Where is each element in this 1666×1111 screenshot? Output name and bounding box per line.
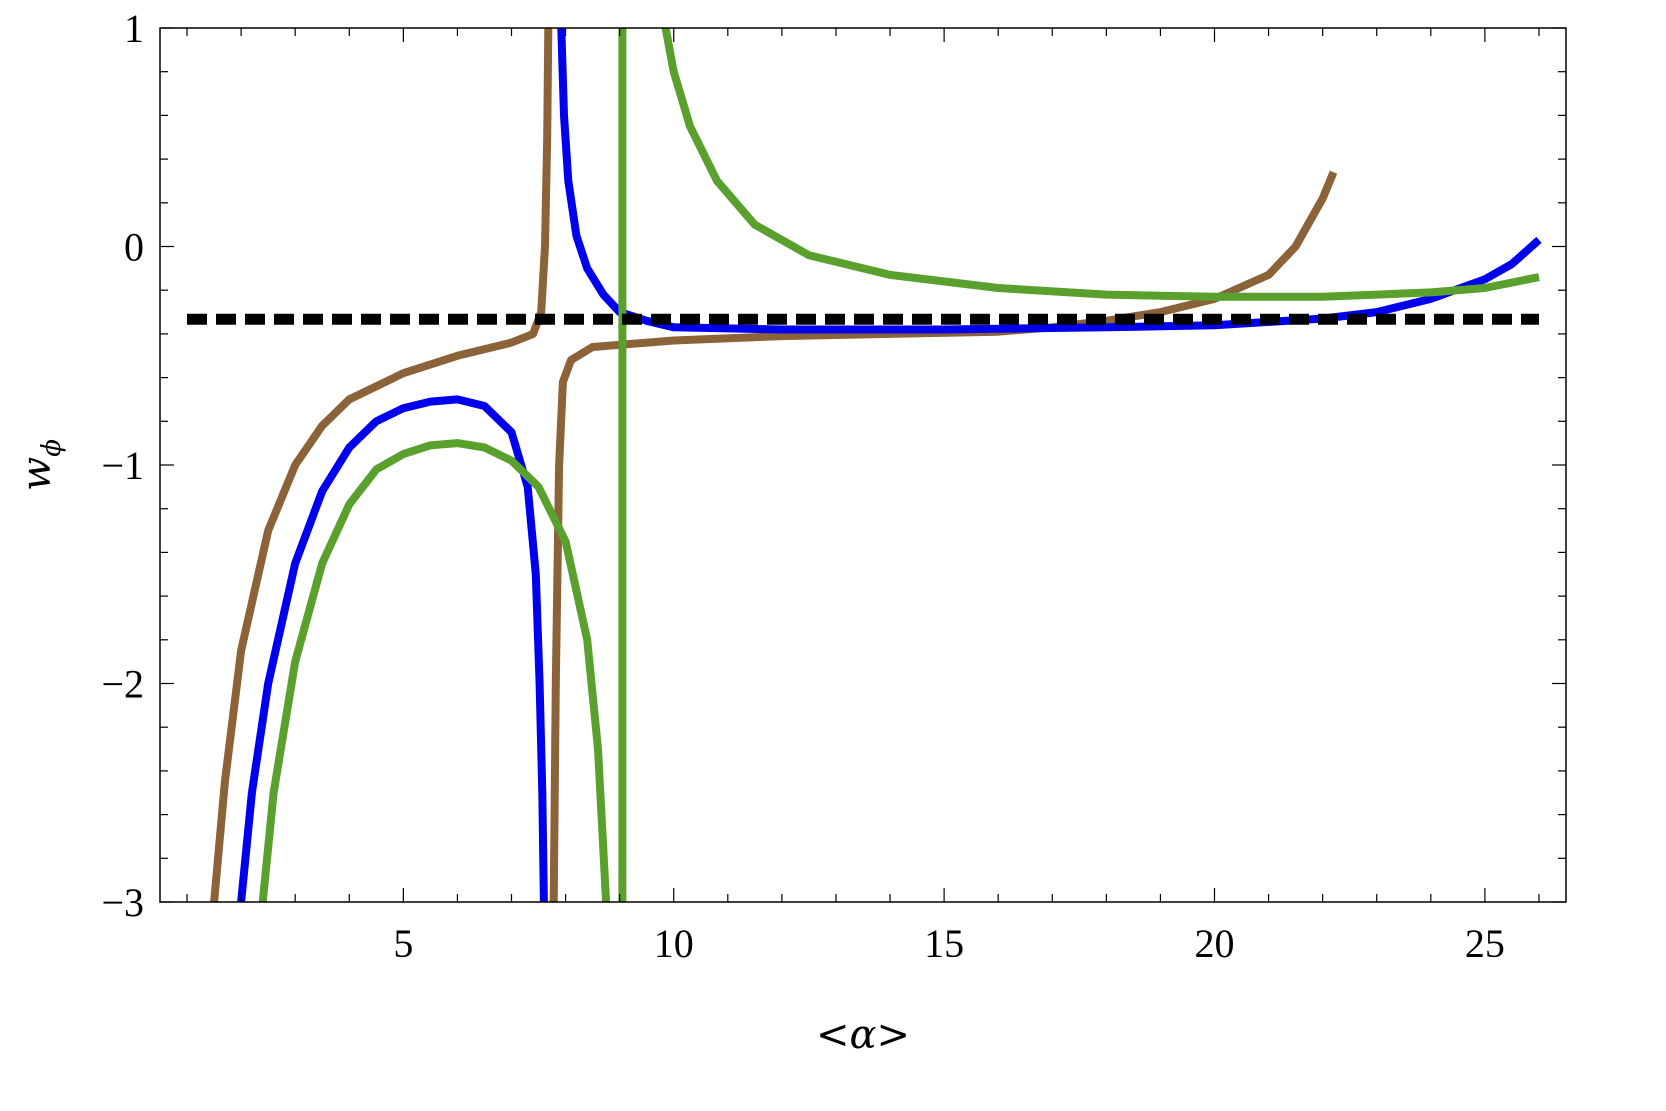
series-3-segment-1 [258, 439, 611, 902]
series-2-segment-2 [557, 28, 1542, 334]
series-layer [187, 28, 1542, 902]
x-tick-label: 5 [393, 921, 413, 966]
y-axis-label-main: w [14, 457, 60, 491]
tick-label-layer: 5 10 15 20 25 −3 −2 −1 0 1 [101, 6, 1504, 966]
series-3 [258, 28, 1540, 902]
series-2 [237, 28, 1542, 902]
tick-layer [160, 27, 1566, 903]
svg-text:wϕ: wϕ [14, 439, 67, 491]
x-tick-label: 10 [654, 921, 694, 966]
x-axis-label: <α> [816, 1012, 910, 1058]
y-tick-label: −2 [101, 662, 144, 707]
y-tick-label: −3 [101, 880, 144, 925]
y-axis-label: wϕ [14, 439, 67, 491]
x-tick-label: 20 [1195, 921, 1235, 966]
y-tick-label: 0 [124, 225, 144, 270]
y-tick-label: −1 [101, 443, 144, 488]
y-axis-label-sub: ϕ [37, 439, 67, 457]
series-1-segment-1 [210, 28, 553, 902]
plot-frame [159, 27, 1567, 903]
x-tick-label: 25 [1465, 921, 1505, 966]
series-2-segment-1 [237, 395, 548, 902]
x-tick-label: 15 [924, 921, 964, 966]
y-tick-label: 1 [124, 6, 144, 51]
series-3-segment-3 [661, 28, 1540, 301]
